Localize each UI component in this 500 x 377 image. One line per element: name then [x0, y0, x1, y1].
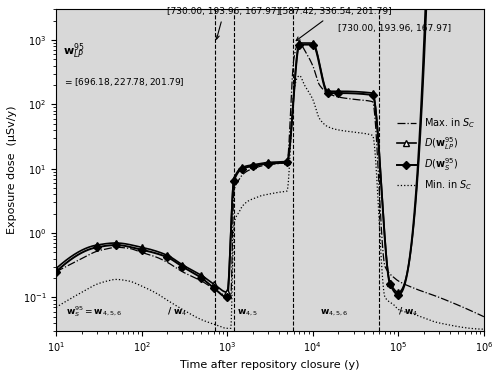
Text: $\mathbf{w}_{4,5}$: $\mathbf{w}_{4,5}$ [237, 308, 258, 318]
Text: [730.00, 193.96, 167.97]: [730.00, 193.96, 167.97] [338, 24, 452, 33]
Text: $\mathbf{w}_{4,5,6}$: $\mathbf{w}_{4,5,6}$ [320, 308, 348, 318]
Text: / $\mathbf{w}_4$: / $\mathbf{w}_4$ [398, 305, 419, 317]
X-axis label: Time after repository closure (y): Time after repository closure (y) [180, 360, 360, 370]
Text: [587.42, 336.54, 201.79]: [587.42, 336.54, 201.79] [278, 8, 392, 41]
Text: $\mathbf{w}^{95}_{LP}$: $\mathbf{w}^{95}_{LP}$ [63, 41, 84, 61]
Text: [730.00, 193.96, 167.97]: [730.00, 193.96, 167.97] [168, 8, 280, 39]
Y-axis label: Exposure dose  (μSv/y): Exposure dose (μSv/y) [7, 106, 17, 234]
Text: $= [696.18, 227.78, 201.79]$: $= [696.18, 227.78, 201.79]$ [63, 76, 184, 88]
Text: $\mathbf{w}^{95}_{S} = \mathbf{w}_{4,5,6}$: $\mathbf{w}^{95}_{S} = \mathbf{w}_{4,5,6… [66, 303, 122, 319]
Legend: Max. in $\mathit{S_C}$, $D(\mathbf{w}^{95}_{LP})$, $D(\mathbf{w}^{95}_{S})$, Min: Max. in $\mathit{S_C}$, $D(\mathbf{w}^{9… [393, 112, 479, 196]
Text: / $\mathbf{w}_4$: / $\mathbf{w}_4$ [168, 305, 188, 317]
